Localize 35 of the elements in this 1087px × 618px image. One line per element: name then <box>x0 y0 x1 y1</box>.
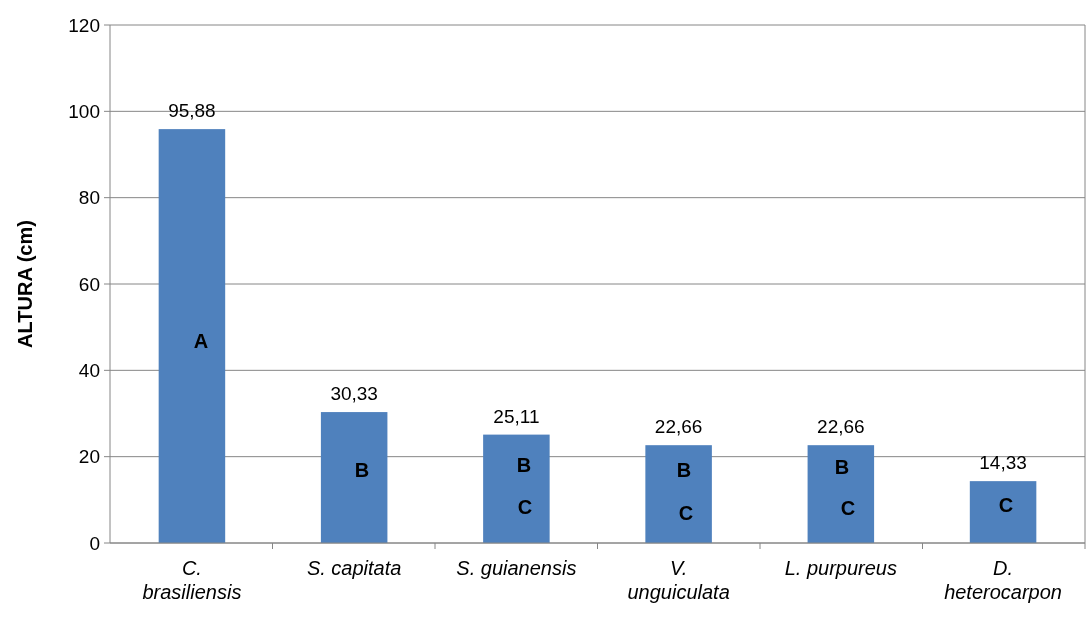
annotation: C <box>998 494 1014 516</box>
x-tick-label: S. guianensis <box>456 557 577 579</box>
y-tick-label: 40 <box>78 359 100 381</box>
annotation: C <box>517 496 533 518</box>
bar <box>969 481 1037 543</box>
y-axis-title: ALTURA (cm) <box>14 220 36 348</box>
y-tick-label: 60 <box>78 273 100 295</box>
annotation: B <box>516 454 532 476</box>
data-label: 14,33 <box>979 452 1027 474</box>
annotation: A <box>193 330 209 352</box>
bar <box>320 412 388 543</box>
y-tick-label: 80 <box>78 187 100 209</box>
data-label: 22,66 <box>654 416 703 438</box>
bar <box>483 434 550 543</box>
data-label: 22,66 <box>817 416 865 438</box>
bar <box>158 129 226 543</box>
data-label: 95,88 <box>168 100 216 122</box>
bar <box>645 445 712 543</box>
annotation: C <box>678 502 694 524</box>
data-label: 25,11 <box>493 405 540 427</box>
x-tick-label: C. brasiliensis <box>142 557 242 603</box>
annotation: B <box>354 459 370 481</box>
annotation: B <box>834 456 850 478</box>
y-tick-label: 20 <box>78 446 100 468</box>
x-tick-label: V. unguiculata <box>627 557 730 603</box>
bar <box>807 445 875 543</box>
y-tick-label: 100 <box>68 100 100 122</box>
data-label: 30,33 <box>330 383 378 405</box>
x-tick-label: D. heterocarpon <box>944 557 1063 603</box>
y-tick-label: 120 <box>68 14 100 36</box>
y-tick-label: 0 <box>89 532 100 554</box>
x-tick-label: L. purpureus <box>784 557 897 579</box>
annotation: C <box>840 497 856 519</box>
x-tick-label: S. capitata <box>306 557 402 579</box>
annotation: B <box>676 459 692 481</box>
